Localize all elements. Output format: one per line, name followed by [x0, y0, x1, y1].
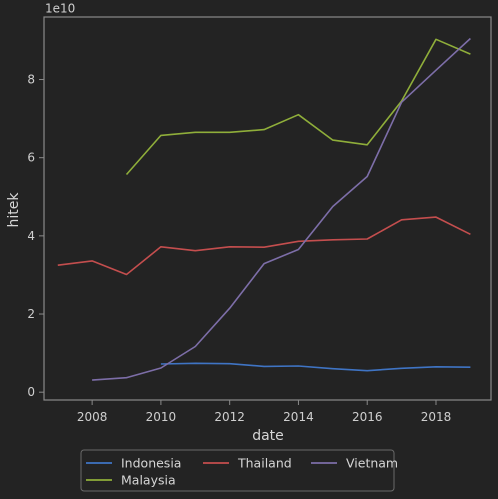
y-offset-label: 1e10 [45, 2, 75, 16]
y-ticks: 0 2 4 6 8 [27, 73, 44, 399]
series-lines [57, 37, 471, 381]
x-axis-label: date [252, 428, 284, 444]
legend-label: Thailand [237, 456, 292, 471]
y-tick-label: 4 [27, 229, 35, 243]
x-tick-label: 2018 [421, 410, 452, 424]
x-ticks: 2008 2010 2012 2014 2016 2018 [77, 400, 451, 424]
x-tick-label: 2014 [283, 410, 314, 424]
legend-entry-vietnam: Vietnam [311, 456, 398, 471]
y-tick-label: 0 [27, 385, 35, 399]
legend-entry-malaysia: Malaysia [86, 473, 176, 488]
legend-entry-thailand: Thailand [203, 456, 292, 471]
legend-label: Malaysia [121, 473, 176, 488]
series-line-indonesia [160, 362, 471, 372]
axes-frame [43, 16, 492, 401]
x-tick-label: 2008 [77, 410, 108, 424]
legend-entry-indonesia: Indonesia [86, 456, 181, 471]
y-tick-label: 6 [27, 151, 35, 165]
legend-label: Vietnam [346, 456, 398, 471]
legend-box [80, 449, 395, 492]
series-line-malaysia [125, 38, 471, 176]
legend: Indonesia Thailand Vietnam Malaysia [80, 449, 398, 492]
x-tick-label: 2010 [146, 410, 177, 424]
y-tick-label: 8 [27, 73, 35, 87]
x-tick-label: 2012 [214, 410, 245, 424]
y-axis-label: hitek [6, 192, 22, 228]
series-line-thailand [57, 216, 471, 276]
series-line-vietnam [92, 37, 471, 381]
legend-label: Indonesia [121, 456, 181, 471]
y-tick-label: 2 [27, 307, 35, 321]
x-tick-label: 2016 [352, 410, 383, 424]
